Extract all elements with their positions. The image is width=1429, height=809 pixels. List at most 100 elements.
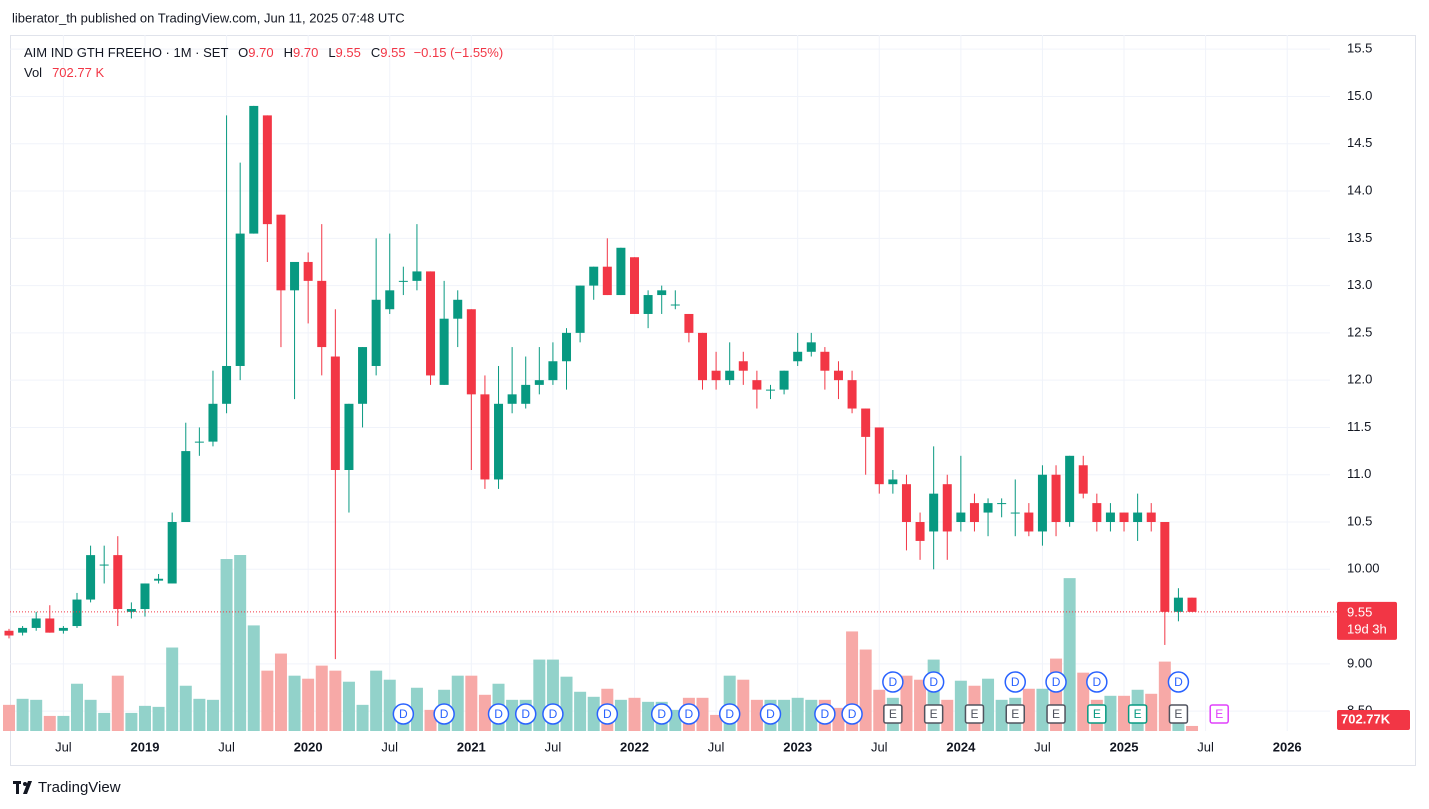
dividend-marker (433, 703, 455, 725)
y-tick-label: 15.5 (1347, 41, 1372, 56)
volume-bar (873, 689, 886, 731)
y-tick-label: 13.0 (1347, 277, 1372, 292)
volume-bar (206, 699, 219, 731)
y-tick-label: 11.0 (1347, 466, 1371, 481)
dividend-marker (1004, 671, 1026, 693)
dividend-marker (392, 703, 415, 725)
volume-bar (574, 691, 587, 731)
dividend-marker (1167, 671, 1190, 693)
candle-body (1037, 474, 1047, 532)
candles (4, 105, 1337, 660)
y-tick-label: 12.0 (1347, 372, 1372, 387)
candle-body (1078, 465, 1088, 494)
candle-body (358, 347, 368, 404)
volume-bar (84, 699, 97, 731)
x-tick-label: Jul (1034, 739, 1051, 754)
volume-bar (914, 679, 927, 731)
volume-bar (342, 681, 355, 731)
candle-body (725, 370, 735, 381)
dividend-marker (759, 703, 782, 725)
volume-bar (750, 699, 763, 731)
y-tick-label: 12.5 (1347, 324, 1372, 339)
candle-body (181, 451, 191, 523)
candle-body (915, 522, 925, 541)
candle-body (956, 512, 966, 523)
volume-bar (1118, 695, 1131, 731)
dividend-marker (841, 703, 863, 725)
axes: Jul 2019 Jul 2020 Jul 2021 Jul 2022 Jul 2023 Jul 20… (55, 41, 1410, 754)
candle-body (45, 618, 55, 633)
y-tick-label: 13.5 (1347, 230, 1372, 245)
candle-body (330, 356, 340, 470)
candle-body (833, 370, 843, 381)
candle-body (657, 290, 667, 296)
candle-body (439, 318, 449, 385)
frame (10, 35, 1416, 766)
candle-body (126, 609, 136, 612)
x-tick-label: 2019 (131, 739, 160, 754)
candle-body (521, 384, 531, 404)
candle-body (589, 266, 599, 286)
x-tick-label: Jul (55, 739, 72, 754)
events: D D D D D D D D D D D D D D D D D D E E E E E E E E E (392, 671, 1229, 725)
dividend-marker (542, 703, 564, 725)
candle-body (1173, 597, 1183, 612)
earnings-label: E (930, 707, 938, 721)
candle-body (344, 403, 354, 470)
volume-bar (98, 712, 111, 731)
volume-label: Vol (24, 65, 42, 80)
volume-bar (315, 665, 328, 731)
volume-bar (900, 675, 913, 731)
dividend-marker (718, 703, 741, 725)
dividend-label: D (440, 707, 449, 721)
high-label: H (284, 45, 293, 60)
volume-bar (995, 699, 1008, 731)
candle-body (630, 257, 640, 314)
dividend-marker (650, 703, 673, 725)
candle-body (290, 261, 300, 291)
dividend-label: D (603, 707, 612, 721)
low-value: 9.55 (336, 45, 361, 60)
open-label: O (238, 45, 248, 60)
x-tick-label: 2026 (1273, 739, 1302, 754)
candle-body (480, 394, 490, 480)
dividend-marker (1045, 671, 1067, 693)
volume-legend: Vol 702.77 K (24, 65, 104, 80)
volume-bar (3, 704, 15, 731)
candle-body (983, 503, 993, 513)
volume-bar (805, 699, 818, 731)
candle-body (1051, 474, 1061, 523)
candle-body (31, 618, 41, 628)
volume-bar (1036, 688, 1049, 731)
earnings-label: E (1052, 707, 1060, 721)
candle-body (276, 214, 286, 291)
volume-bar (533, 659, 546, 731)
volume-bar (43, 715, 56, 731)
dividend-label: D (521, 707, 530, 721)
volume-bar (302, 678, 315, 731)
y-tick-label: 9.00 (1347, 655, 1372, 670)
earnings-label: E (1011, 707, 1019, 721)
candle-body (4, 630, 14, 636)
y-tick-label: 15.0 (1347, 88, 1372, 103)
symbol: AIM IND GTH FREEHO · 1M · SET (24, 45, 228, 60)
volume-bar (125, 712, 138, 731)
candle-body (616, 247, 626, 296)
candle-body (711, 370, 721, 381)
candle-body (1133, 512, 1143, 523)
candle-body (847, 380, 857, 409)
volume-bar (288, 675, 301, 731)
dividend-marker (514, 703, 537, 725)
candle-body (602, 266, 612, 296)
candle-body (99, 564, 109, 566)
candle-body (113, 555, 123, 610)
volume-bar (274, 653, 287, 731)
close-label: C (371, 45, 380, 60)
volume-bar (370, 670, 383, 731)
candle-body (1010, 512, 1020, 514)
volume-bar (57, 715, 70, 731)
volume-bar (478, 694, 491, 731)
volume-bar (70, 683, 83, 731)
earnings-label: E (1215, 707, 1223, 721)
candle-body (385, 290, 395, 310)
